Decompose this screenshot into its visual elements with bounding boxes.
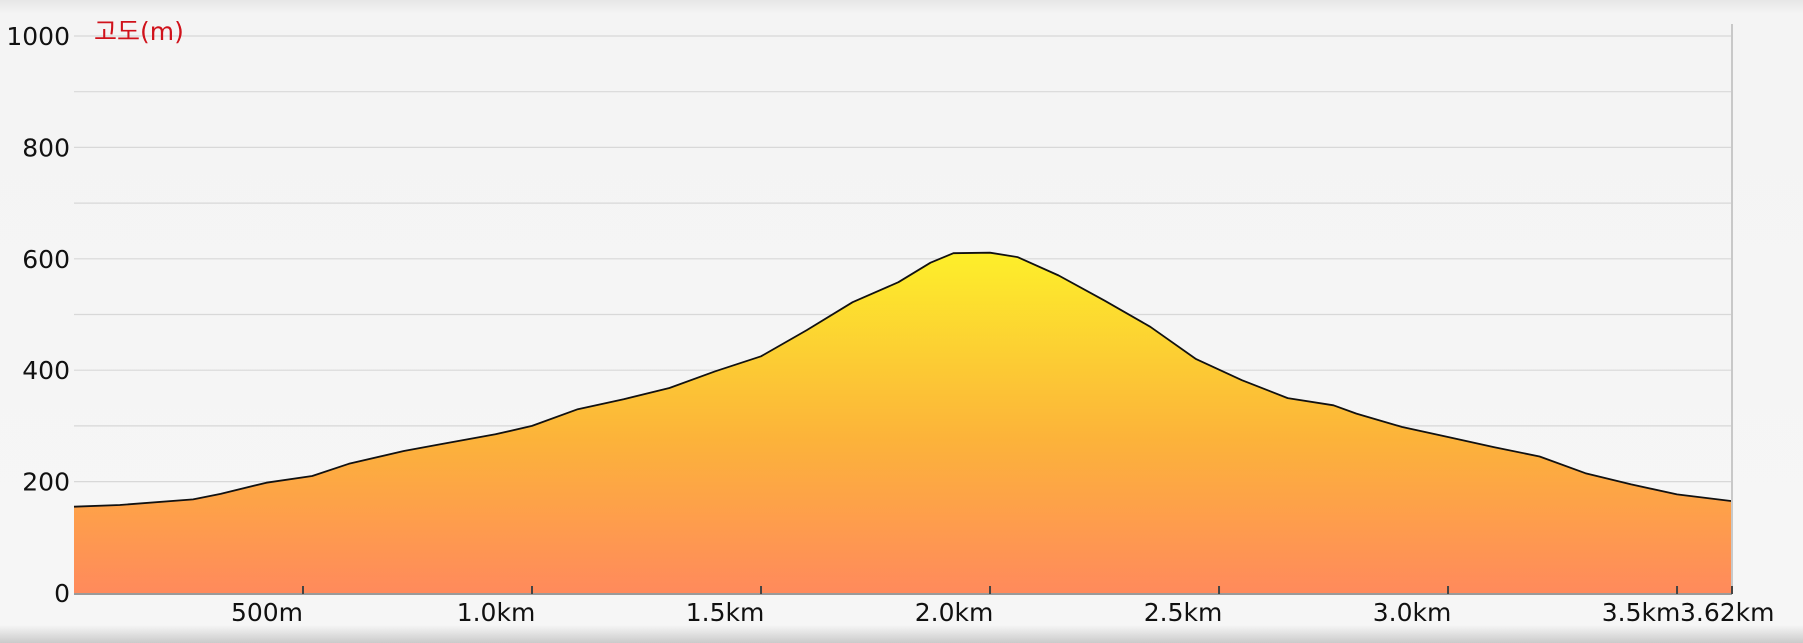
y-tick-label: 600 [22,245,70,274]
x-tick-label: 1.0km [457,598,536,627]
x-tick-label: 500m [231,598,303,627]
y-tick-label: 400 [22,356,70,385]
x-tick-label: 3.5km [1602,598,1681,627]
x-tick-label: 2.5km [1144,598,1223,627]
x-tick-label: 3.62km [1680,598,1775,627]
y-tick-label: 1000 [6,22,70,51]
x-tick-label: 3.0km [1373,598,1452,627]
bottom-shadow [0,625,1803,643]
y-tick-label: 0 [54,579,70,608]
elevation-line [73,251,1733,508]
y-tick-label: 200 [22,468,70,497]
y-tick-label: 800 [22,133,70,162]
y-axis-unit-label: 고도(m) [94,17,184,46]
elevation-area [74,252,1732,593]
x-tick-label: 2.0km [915,598,994,627]
x-tick-label: 1.5km [686,598,765,627]
